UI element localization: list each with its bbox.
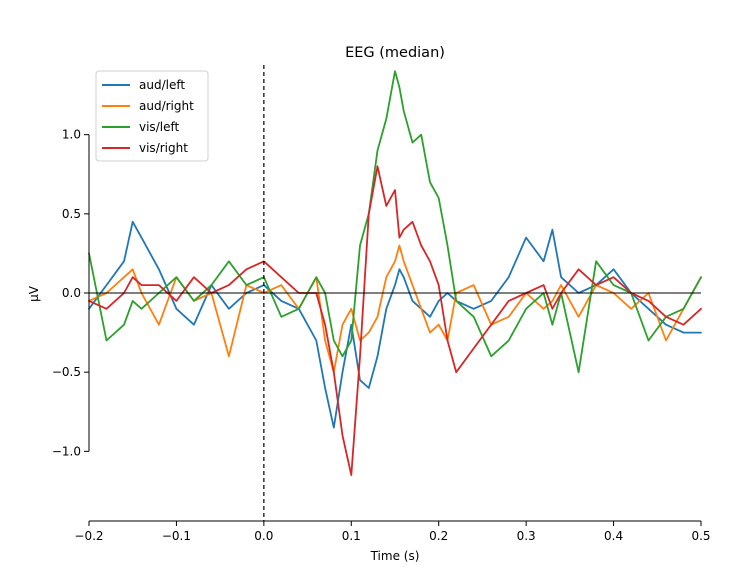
y-tick-label: −0.5	[52, 365, 81, 379]
x-tick-label: 0.2	[429, 529, 448, 543]
y-axis-label: µV	[27, 285, 41, 302]
series-line-vis-right	[88, 165, 702, 477]
x-tick-label: −0.2	[74, 529, 103, 543]
x-tick-label: 0.5	[691, 529, 710, 543]
legend-label: vis/left	[139, 120, 179, 134]
x-tick-label: 0.3	[517, 529, 536, 543]
legend: aud/left aud/right vis/left vis/right	[95, 70, 209, 162]
x-tick-label: 0.1	[342, 529, 361, 543]
x-axis-label: Time (s)	[370, 549, 420, 563]
y-tick-label: 1.0	[62, 128, 81, 142]
y-tick-label: 0.5	[62, 207, 81, 221]
plot-lines	[88, 70, 702, 477]
legend-label: aud/right	[139, 99, 194, 113]
y-ticks: 1.0 0.5 0.0 −0.5 −1.0	[52, 128, 89, 458]
series-line-vis-left	[88, 70, 702, 374]
series-line-aud-left	[88, 220, 702, 429]
x-tick-label: 0.4	[604, 529, 623, 543]
chart-title: EEG (median)	[345, 45, 445, 61]
y-tick-label: 0.0	[62, 286, 81, 300]
legend-label: vis/right	[139, 141, 188, 155]
y-tick-label: −1.0	[52, 444, 81, 458]
series-line-aud-right	[88, 244, 702, 374]
x-tick-label: 0.0	[254, 529, 273, 543]
legend-label: aud/left	[139, 78, 185, 92]
x-tick-label: −0.1	[162, 529, 191, 543]
legend-box	[95, 70, 209, 162]
x-ticks: −0.2 −0.1 0.0 0.1 0.2 0.3 0.4 0.5	[74, 521, 711, 543]
